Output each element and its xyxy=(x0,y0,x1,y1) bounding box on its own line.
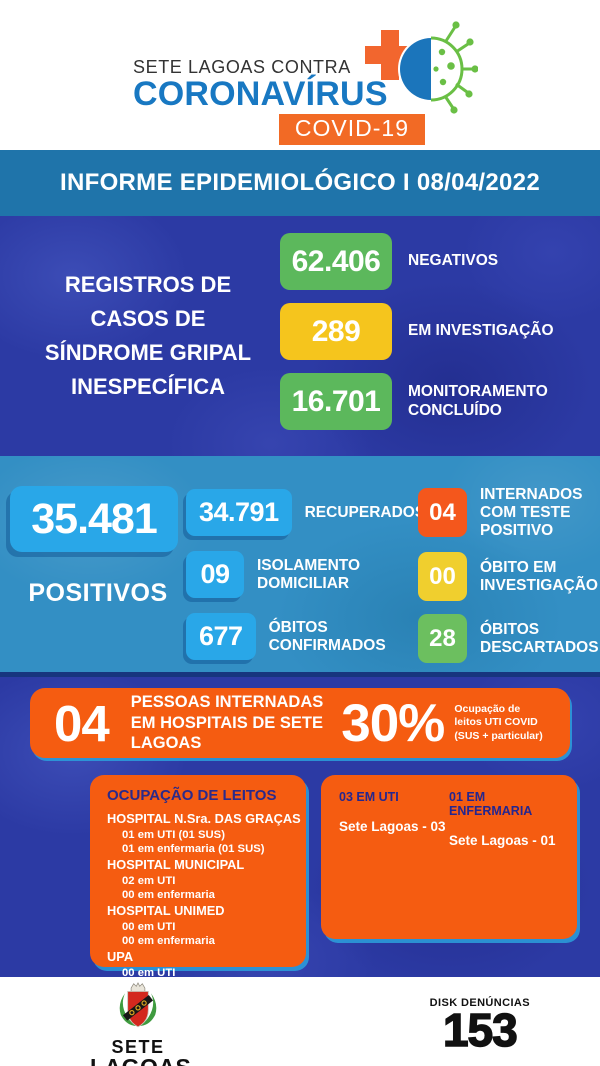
registros-title: REGISTROS DE CASOS DE SÍNDROME GRIPAL IN… xyxy=(0,268,268,404)
monitoramento-label: MONITORAMENTO CONCLUÍDO xyxy=(408,382,548,419)
isolamento-label: ISOLAMENTO DOMICILIAR xyxy=(257,556,361,592)
stat-row-monitoramento: 16.701 MONITORAMENTO CONCLUÍDO xyxy=(280,373,590,430)
report-banner: INFORME EPIDEMIOLÓGICO I 08/04/2022 xyxy=(0,150,600,216)
brand-block: SETE LAGOAS CONTRA CORONAVÍRUS COVID-19 xyxy=(133,57,425,145)
internados-panel: 04 PESSOAS INTERNADAS EM HOSPITAIS DE SE… xyxy=(30,688,570,758)
city-name-line2: LAGOAS xyxy=(90,1056,191,1066)
investigacao-value-badge: 289 xyxy=(280,303,392,360)
positivos-total-block: 35.481 POSITIVOS xyxy=(10,456,186,672)
uti-summary-panel: 03 EM UTI Sete Lagoas - 03 01 EM ENFERMA… xyxy=(321,775,577,939)
registros-title-line: INESPECÍFICA xyxy=(70,374,226,400)
hospital-detail: 02 em UTI xyxy=(122,874,176,887)
negativos-value-badge: 62.406 xyxy=(280,233,392,290)
enfermaria-header: 01 EM ENFERMARIA xyxy=(449,790,533,818)
uti-summary-col: 03 EM UTI Sete Lagoas - 03 xyxy=(339,790,449,924)
header: SETE LAGOAS CONTRA CORONAVÍRUS COVID-19 xyxy=(0,0,600,150)
internados-label: INTERNADOS COM TESTE POSITIVO xyxy=(480,486,583,539)
hospital-section: 04 PESSOAS INTERNADAS EM HOSPITAIS DE SE… xyxy=(0,672,600,993)
negativos-label: NEGATIVOS xyxy=(408,252,499,270)
uti-occupancy-label: Ocupação de leitos UTI COVID (SUS + part… xyxy=(454,703,550,744)
disk-denuncias-number: 153 xyxy=(442,1004,518,1056)
positivos-total-label: POSITIVOS xyxy=(28,579,168,607)
covid-badge: COVID-19 xyxy=(278,114,425,145)
stat-row-obitos-confirmados: 677 ÓBITOS CONFIRMADOS xyxy=(186,612,418,661)
isolamento-value-badge: 09 xyxy=(186,551,244,598)
stat-row-investigacao: 289 EM INVESTIGAÇÃO xyxy=(280,303,590,360)
positivos-middle-column: 34.791 RECUPERADOS 09 ISOLAMENTO DOMICIL… xyxy=(186,456,425,672)
uti-occupancy-pct: 30% xyxy=(341,693,445,753)
positivos-right-column: 04 INTERNADOS COM TESTE POSITIVO 00 ÓBIT… xyxy=(418,456,599,672)
stat-row-isolamento: 09 ISOLAMENTO DOMICILIAR xyxy=(186,550,418,599)
disk-denuncias-block: DISK DENÚNCIAS 153 xyxy=(430,982,530,1066)
obitos-confirmados-label: ÓBITOS CONFIRMADOS xyxy=(268,618,386,654)
brand-title: CORONAVÍRUS xyxy=(133,75,388,113)
footer: SETE LAGOAS PREFEITURA DISK DENÚNCIAS 15… xyxy=(0,977,600,1066)
registros-title-line: CASOS DE xyxy=(90,305,206,331)
hospital-detail: 01 em enfermaria (01 SUS) xyxy=(122,843,265,856)
monitoramento-value-badge: 16.701 xyxy=(280,373,392,430)
hospital-detail: 00 em enfermaria xyxy=(122,889,215,902)
uti-header: 03 EM UTI xyxy=(339,790,399,804)
hospital-detail: 01 em UTI (01 SUS) xyxy=(122,828,225,841)
stat-row-negativos: 62.406 NEGATIVOS xyxy=(280,233,590,290)
uti-occupancy-label-line: leitos UTI COVID xyxy=(454,716,538,729)
brand-badge-wrap: COVID-19 xyxy=(133,114,425,145)
report-title: INFORME EPIDEMIOLÓGICO I 08/04/2022 xyxy=(60,169,540,196)
obitos-descartados-value-badge: 28 xyxy=(418,614,467,664)
coronavirus-logo-icon xyxy=(343,14,479,119)
city-name-line1: SETE xyxy=(111,1037,165,1057)
disk-denuncias-label: DISK DENÚNCIAS xyxy=(429,997,530,1009)
obito-investigacao-value-badge: 00 xyxy=(418,552,467,602)
hospital-name: HOSPITAL UNIMED xyxy=(107,902,225,918)
hospital-entry: HOSPITAL N.Sra. DAS GRAÇAS 01 em UTI (01… xyxy=(107,811,301,857)
enfermaria-summary-col: 01 EM ENFERMARIA Sete Lagoas - 01 xyxy=(449,790,559,924)
internados-value-badge: 04 xyxy=(418,488,467,538)
recuperados-label: RECUPERADOS xyxy=(304,503,426,521)
positivos-total-badge: 35.481 xyxy=(10,486,178,552)
obito-investigacao-label: ÓBITO EM INVESTIGAÇÃO xyxy=(480,559,598,594)
uti-value: Sete Lagoas - 03 xyxy=(339,819,446,834)
stat-row-obito-investigacao: 00 ÓBITO EM INVESTIGAÇÃO xyxy=(418,552,599,602)
hospital-name: HOSPITAL N.Sra. DAS GRAÇAS xyxy=(107,811,301,826)
stat-row-recuperados: 34.791 RECUPERADOS xyxy=(186,488,425,537)
hospital-panels-row: OCUPAÇÃO DE LEITOS HOSPITAL N.Sra. DAS G… xyxy=(90,775,577,993)
internados-count: 04 xyxy=(54,694,110,752)
obitos-confirmados-value-badge: 677 xyxy=(186,613,256,660)
registros-section: REGISTROS DE CASOS DE SÍNDROME GRIPAL IN… xyxy=(0,216,600,456)
obitos-descartados-label: ÓBITOS DESCARTADOS xyxy=(480,621,599,656)
positivos-section: 35.481 POSITIVOS 34.791 RECUPERADOS 09 I… xyxy=(0,456,600,672)
hospital-detail: 00 em UTI xyxy=(122,966,176,979)
uti-occupancy-label-line: Ocupação de xyxy=(454,702,521,715)
uti-occupancy-label-line: (SUS + particular) xyxy=(454,729,543,742)
hospital-entry: HOSPITAL MUNICIPAL 02 em UTI 00 em enfer… xyxy=(107,857,298,903)
registros-title-line: REGISTROS DE xyxy=(64,271,232,297)
city-logo-block: SETE LAGOAS PREFEITURA xyxy=(90,982,191,1066)
brand-tagline: SETE LAGOAS CONTRA xyxy=(133,57,351,77)
stat-row-obitos-descartados: 28 ÓBITOS DESCARTADOS xyxy=(418,614,599,664)
registros-stats: 62.406 NEGATIVOS 289 EM INVESTIGAÇÃO 16.… xyxy=(268,219,600,453)
internados-count-label: PESSOAS INTERNADAS EM HOSPITAIS DE SETE … xyxy=(130,693,324,753)
city-crest-icon xyxy=(115,982,161,1036)
leitos-panel: OCUPAÇÃO DE LEITOS HOSPITAL N.Sra. DAS G… xyxy=(90,775,306,993)
hospital-name: HOSPITAL MUNICIPAL xyxy=(107,856,245,872)
recuperados-value-badge: 34.791 xyxy=(186,489,292,536)
enfermaria-value: Sete Lagoas - 01 xyxy=(449,833,556,848)
hospital-name: UPA xyxy=(107,948,134,964)
stat-row-internados: 04 INTERNADOS COM TESTE POSITIVO xyxy=(418,486,599,539)
registros-title-line: SÍNDROME GRIPAL xyxy=(44,340,252,365)
hospital-detail: 00 em enfermaria xyxy=(122,935,215,948)
hospital-entry: HOSPITAL UNIMED 00 em UTI 00 em enfermar… xyxy=(107,903,298,949)
investigacao-label: EM INVESTIGAÇÃO xyxy=(408,322,554,340)
hospital-detail: 00 em UTI xyxy=(122,920,176,933)
leitos-title: OCUPAÇÃO DE LEITOS xyxy=(107,787,277,804)
